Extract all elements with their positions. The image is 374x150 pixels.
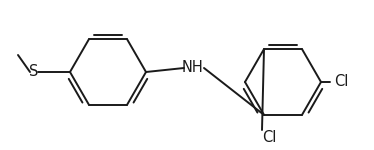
Text: Cl: Cl	[262, 130, 276, 146]
Text: Cl: Cl	[334, 75, 348, 90]
Text: NH: NH	[182, 60, 204, 75]
Text: S: S	[29, 64, 39, 80]
